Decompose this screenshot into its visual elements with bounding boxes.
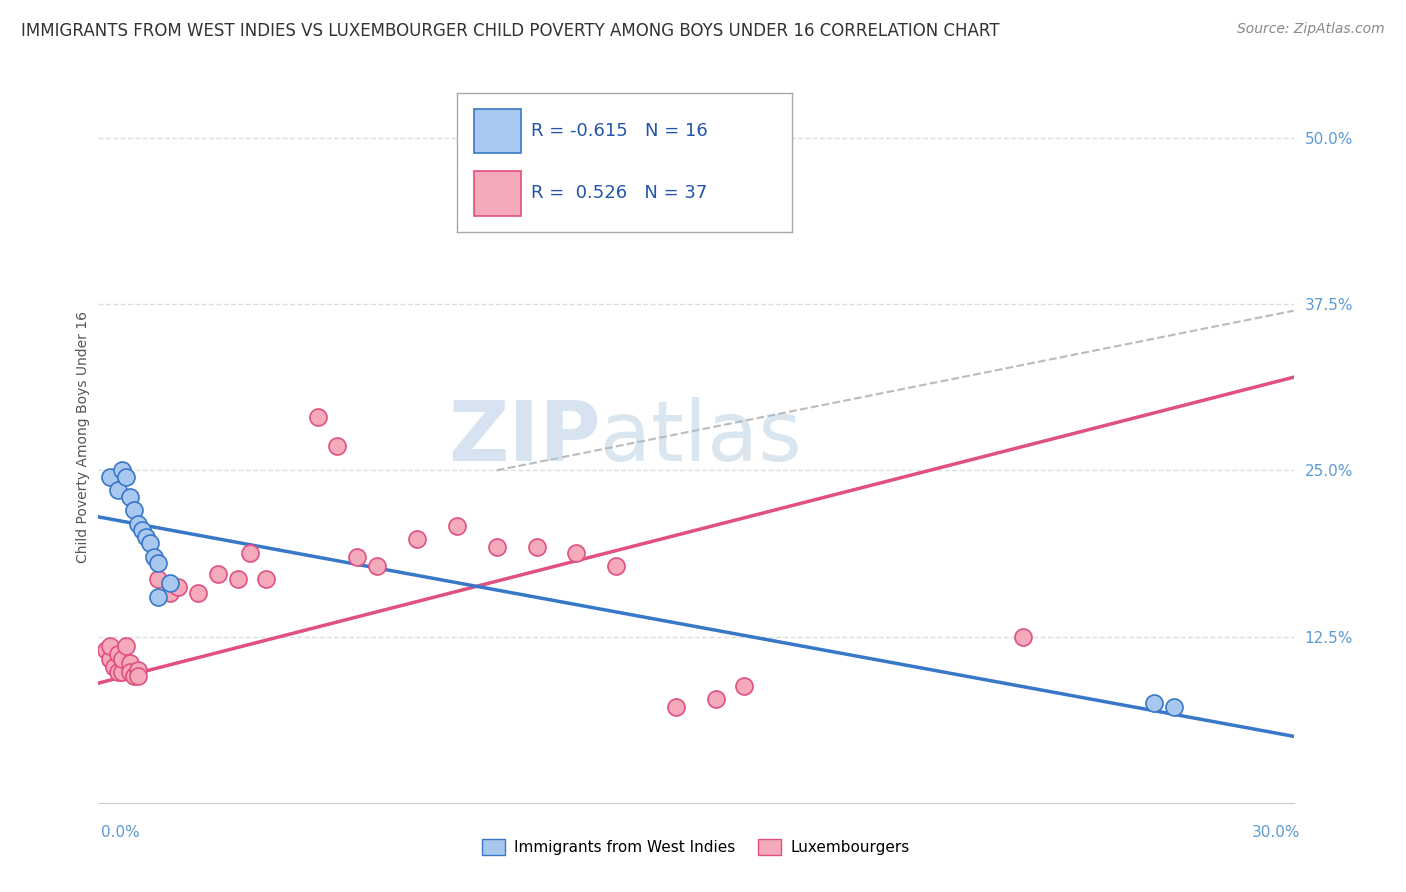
Point	[148, 590, 170, 604]
Point	[111, 652, 134, 666]
Point	[131, 523, 153, 537]
Point	[159, 585, 181, 599]
Point	[107, 483, 129, 498]
Text: ZIP: ZIP	[449, 397, 600, 477]
Point	[1011, 630, 1033, 644]
Point	[135, 530, 157, 544]
Point	[1163, 700, 1185, 714]
Text: Source: ZipAtlas.com: Source: ZipAtlas.com	[1237, 22, 1385, 37]
Point	[326, 439, 349, 453]
Point	[139, 536, 162, 550]
Point	[406, 533, 429, 547]
Point	[98, 470, 122, 484]
Point	[120, 656, 142, 670]
Text: 0.0%: 0.0%	[101, 825, 141, 840]
Text: atlas: atlas	[600, 397, 801, 477]
Point	[148, 573, 170, 587]
Point	[120, 665, 142, 680]
Point	[254, 573, 277, 587]
Point	[565, 546, 588, 560]
Point	[239, 546, 262, 560]
Point	[605, 559, 627, 574]
Point	[115, 470, 138, 484]
Point	[733, 679, 755, 693]
Point	[346, 549, 368, 564]
Text: 30.0%: 30.0%	[1253, 825, 1301, 840]
Point	[98, 652, 122, 666]
Point	[127, 663, 149, 677]
Legend: Immigrants from West Indies, Luxembourgers: Immigrants from West Indies, Luxembourge…	[477, 833, 915, 861]
Point	[111, 665, 134, 680]
Point	[704, 692, 727, 706]
Point	[148, 557, 170, 571]
Point	[159, 576, 181, 591]
Point	[143, 549, 166, 564]
Point	[107, 665, 129, 680]
Point	[665, 700, 688, 714]
Point	[167, 580, 190, 594]
Point	[124, 669, 146, 683]
Point	[307, 410, 329, 425]
Point	[207, 567, 229, 582]
Point	[226, 573, 249, 587]
Point	[446, 519, 468, 533]
Point	[526, 541, 548, 555]
Point	[103, 660, 125, 674]
Point	[187, 585, 209, 599]
Point	[485, 541, 508, 555]
Point	[120, 490, 142, 504]
Point	[98, 639, 122, 653]
Y-axis label: Child Poverty Among Boys Under 16: Child Poverty Among Boys Under 16	[76, 311, 90, 563]
Text: IMMIGRANTS FROM WEST INDIES VS LUXEMBOURGER CHILD POVERTY AMONG BOYS UNDER 16 CO: IMMIGRANTS FROM WEST INDIES VS LUXEMBOUR…	[21, 22, 1000, 40]
Point	[366, 559, 388, 574]
Point	[115, 639, 138, 653]
Point	[111, 463, 134, 477]
Point	[127, 669, 149, 683]
Point	[96, 643, 118, 657]
Point	[1143, 696, 1166, 710]
Point	[127, 516, 149, 531]
Point	[124, 503, 146, 517]
Point	[107, 647, 129, 661]
